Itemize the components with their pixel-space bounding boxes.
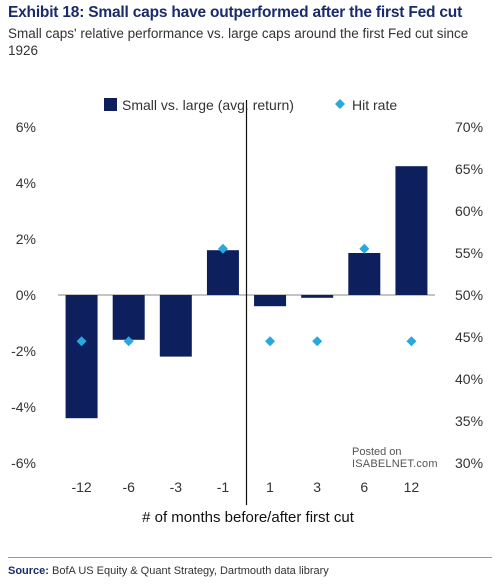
source-label: Source: — [8, 565, 49, 577]
x-tick-label: -3 — [170, 479, 183, 495]
y-right-tick-label: 40% — [455, 371, 483, 387]
y-right-tick-label: 55% — [455, 245, 483, 261]
hit-rate-marker — [359, 243, 370, 254]
x-tick-label: 3 — [313, 479, 321, 495]
y-left-tick-label: 2% — [16, 231, 36, 247]
hit-rate-marker — [406, 336, 417, 347]
x-tick-label: -1 — [217, 479, 230, 495]
hit-rate-marker — [217, 243, 228, 254]
legend-swatch-bar — [104, 98, 117, 111]
legend-label-marker: Hit rate — [352, 97, 397, 113]
y-left-tick-label: 4% — [16, 175, 36, 191]
chart: -6% -4% -2% 0% 2% 4% 6% 30% 35% 40% 45% 50% 55% 60% 65… — [11, 97, 483, 526]
x-axis-label: # of months before/after first cut — [142, 509, 355, 526]
watermark: Posted on ISABELNET.com — [352, 446, 438, 470]
y-left-tick-label: 0% — [16, 287, 36, 303]
y-right-tick-label: 35% — [455, 413, 483, 429]
chart-title: Exhibit 18: Small caps have outperformed… — [8, 4, 463, 21]
y-left-tick-label: 6% — [16, 119, 36, 135]
y-right-tick-label: 30% — [455, 455, 483, 471]
y-right-tick-label: 50% — [455, 287, 483, 303]
legend-label-bar: Small vs. large (avg. return) — [122, 97, 294, 113]
watermark-line1: Posted on — [352, 446, 402, 458]
x-tick-label: 6 — [360, 479, 368, 495]
bar — [348, 253, 381, 295]
hit-rate-marker — [76, 336, 87, 347]
y-left-tick-label: -6% — [11, 455, 36, 471]
footer-divider — [8, 557, 492, 558]
bar — [65, 295, 98, 419]
watermark-line2: ISABELNET.com — [352, 458, 438, 470]
bar — [301, 295, 334, 298]
bar — [395, 166, 428, 295]
y-left-tick-label: -4% — [11, 399, 36, 415]
hit-rate-marker — [123, 336, 134, 347]
x-tick-label: -12 — [71, 479, 91, 495]
y-right-tick-label: 45% — [455, 329, 483, 345]
x-tick-label: 1 — [266, 479, 274, 495]
y-left-tick-label: -2% — [11, 343, 36, 359]
y-right-tick-label: 65% — [455, 161, 483, 177]
bar — [112, 295, 145, 340]
legend-swatch-marker — [335, 99, 345, 109]
bar — [206, 250, 239, 295]
y-right-tick-label: 70% — [455, 119, 483, 135]
hit-rate-marker — [265, 336, 276, 347]
hit-rate-marker — [312, 336, 323, 347]
bar — [254, 295, 287, 307]
bar — [159, 295, 192, 357]
x-tick-label: 12 — [404, 479, 420, 495]
x-tick-label: -6 — [122, 479, 135, 495]
y-right-tick-label: 60% — [455, 203, 483, 219]
source-note: Source: BofA US Equity & Quant Strategy,… — [8, 565, 329, 577]
source-text: BofA US Equity & Quant Strategy, Dartmou… — [52, 565, 329, 577]
chart-subtitle: Small caps' relative performance vs. lar… — [8, 26, 469, 58]
